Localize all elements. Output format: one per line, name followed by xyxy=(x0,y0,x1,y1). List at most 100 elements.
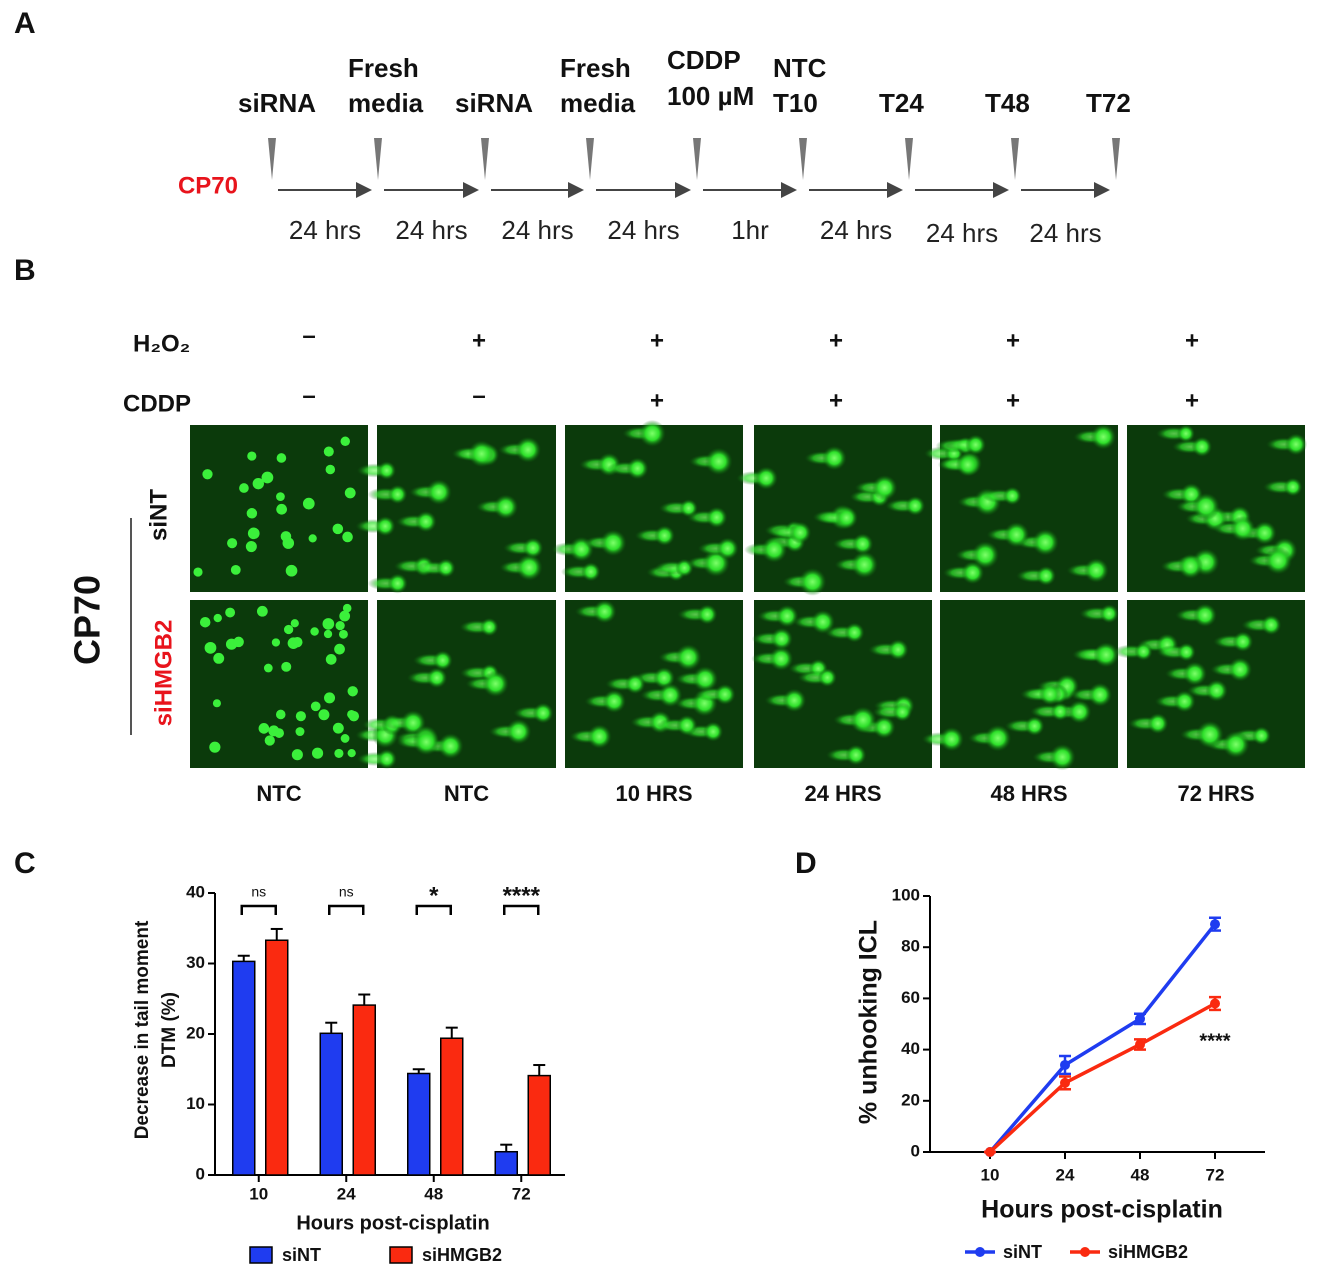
comet-head xyxy=(468,440,496,468)
cell xyxy=(340,436,350,447)
comet-head xyxy=(705,506,728,529)
marker xyxy=(586,138,594,180)
y-tick-label: 40 xyxy=(901,1039,920,1058)
cell xyxy=(342,603,352,613)
cell xyxy=(302,497,315,510)
cell xyxy=(334,643,345,655)
comet-head xyxy=(675,643,702,671)
comet-head xyxy=(436,558,456,578)
point xyxy=(1060,1077,1070,1088)
comet-head xyxy=(1038,683,1062,706)
comet-head xyxy=(955,452,980,477)
cell xyxy=(247,527,260,540)
comet-head xyxy=(892,702,913,722)
x-axis-label: Hours post-cisplatin xyxy=(296,1212,489,1234)
x-axis-label: Hours post-cisplatin xyxy=(981,1196,1223,1224)
panel-label: B xyxy=(14,254,36,287)
comet-head xyxy=(1192,492,1220,521)
comet-head xyxy=(782,688,807,713)
comet-head xyxy=(822,445,847,471)
comet-head xyxy=(984,724,1012,752)
sign: – xyxy=(472,382,485,409)
panel-label: D xyxy=(795,847,817,880)
comet-head xyxy=(1002,486,1022,506)
cell xyxy=(285,564,298,577)
comet-head xyxy=(1087,682,1113,707)
comet-head xyxy=(581,562,601,582)
event-label: siRNA xyxy=(455,88,533,118)
comet-head xyxy=(1036,565,1056,586)
point xyxy=(1210,998,1220,1009)
sign: + xyxy=(650,327,664,354)
cell xyxy=(271,638,281,647)
comet-head xyxy=(1090,423,1117,450)
comet-head xyxy=(387,573,408,594)
bracket xyxy=(328,904,365,915)
cell xyxy=(212,699,221,708)
comet-head xyxy=(1230,515,1256,542)
cell xyxy=(324,692,336,704)
comet-head xyxy=(505,718,532,745)
event-label: T24 xyxy=(879,88,924,118)
comet-head xyxy=(654,525,675,546)
marker xyxy=(799,138,807,180)
comet-head xyxy=(1264,546,1293,575)
cell xyxy=(344,487,356,499)
comet-head xyxy=(703,721,724,742)
y-tick-label: 80 xyxy=(901,937,920,956)
comet-head xyxy=(387,484,408,505)
comet-head xyxy=(939,726,964,752)
comet-head xyxy=(1099,604,1119,624)
comet-head xyxy=(798,567,827,596)
comet-head xyxy=(1222,730,1250,759)
comet-head xyxy=(971,541,1000,569)
bar xyxy=(407,1072,431,1176)
comet-head xyxy=(1252,521,1277,545)
comet-head xyxy=(415,510,437,533)
comet-head xyxy=(1147,713,1169,735)
cell xyxy=(310,701,321,712)
legend-marker xyxy=(1080,1247,1090,1257)
column-label: 48 HRS xyxy=(990,781,1067,806)
y-tick-label: 60 xyxy=(901,988,920,1007)
bar xyxy=(265,939,289,1176)
cell xyxy=(276,492,285,502)
comet-head xyxy=(1284,433,1308,456)
comet-head xyxy=(754,466,778,490)
duration: 24 hrs xyxy=(820,215,892,245)
comet-head xyxy=(624,673,646,695)
legend-marker xyxy=(975,1247,985,1257)
cell xyxy=(276,503,288,515)
comet-head xyxy=(1177,642,1196,662)
comet-head xyxy=(768,646,794,671)
comet-head xyxy=(377,461,397,480)
event-label: T72 xyxy=(1086,88,1131,118)
comet-head xyxy=(1260,614,1282,636)
comet-head xyxy=(1232,631,1254,653)
comet-head xyxy=(437,733,464,760)
cell xyxy=(295,727,305,737)
cell xyxy=(276,453,287,463)
comet-head xyxy=(789,521,812,544)
cell xyxy=(282,537,295,549)
cell xyxy=(295,711,306,722)
cell xyxy=(325,654,337,665)
comet-head xyxy=(844,622,865,643)
comet-head xyxy=(761,536,788,563)
comet-head xyxy=(714,683,736,705)
group-label: CP70 xyxy=(67,575,108,665)
cell xyxy=(308,534,317,543)
sign: + xyxy=(829,327,843,354)
marker xyxy=(1112,138,1120,180)
marker xyxy=(693,138,701,180)
x-tick-label: 48 xyxy=(1131,1165,1150,1184)
comet-head xyxy=(1227,657,1253,682)
cell xyxy=(318,709,330,721)
comet-head xyxy=(1093,642,1119,668)
cell xyxy=(323,629,333,639)
cell xyxy=(322,618,335,630)
comet-head xyxy=(514,436,542,463)
sign: + xyxy=(1006,327,1020,354)
treatment: CDDP xyxy=(123,390,191,417)
